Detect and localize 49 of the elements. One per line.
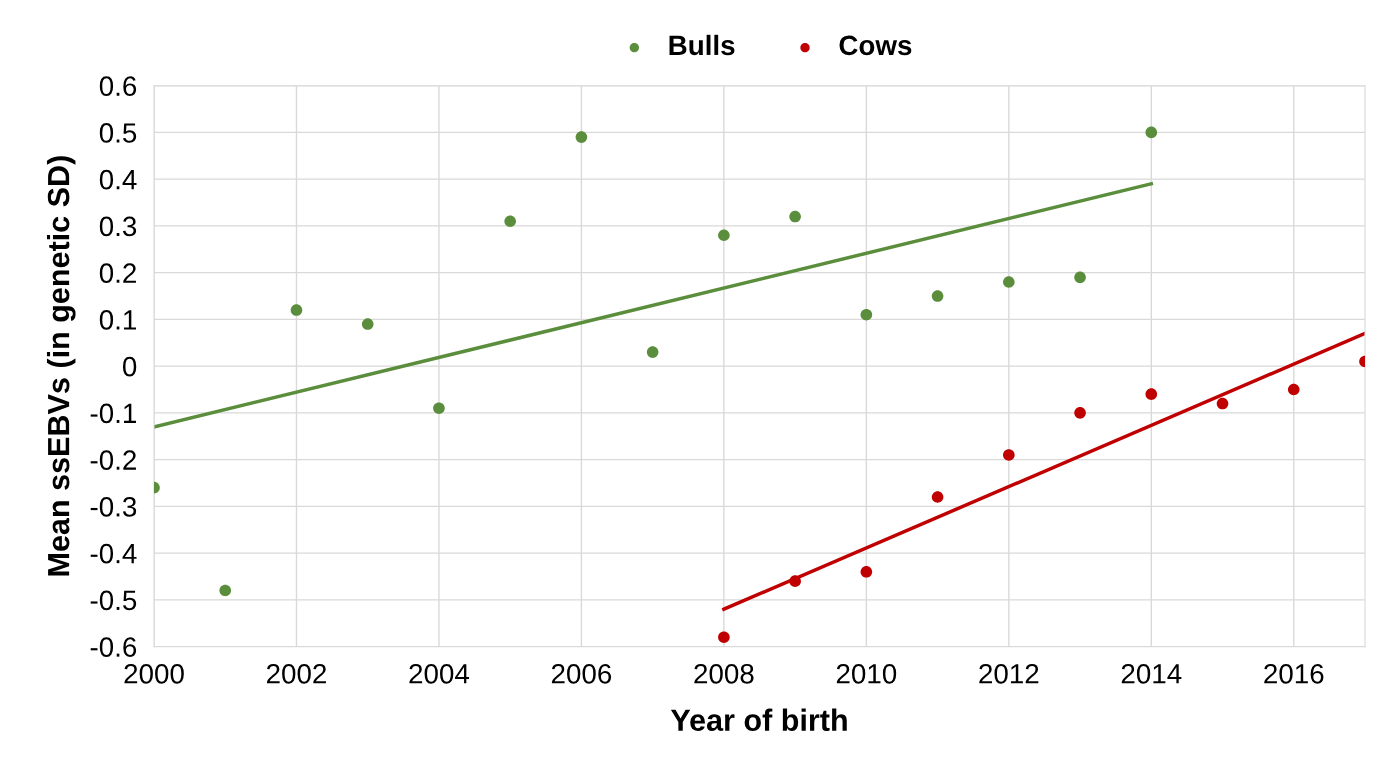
point — [1003, 276, 1015, 288]
point — [1145, 126, 1158, 139]
y-tick-label: 0 — [122, 356, 137, 377]
point — [361, 318, 374, 330]
point — [504, 215, 516, 228]
point — [789, 575, 801, 587]
y-tick-label: 0.6 — [99, 76, 137, 97]
point — [1074, 271, 1086, 284]
legend-label: Cows — [839, 35, 912, 56]
y-tick-label: 0.1 — [99, 310, 136, 330]
y-tick-label: -0.5 — [90, 590, 137, 611]
y-tick-label: -0.4 — [90, 543, 137, 564]
point — [1003, 449, 1015, 461]
y-tick-label: -0.2 — [90, 450, 136, 470]
y-tick-label: 0.5 — [99, 123, 137, 143]
x-tick-label: 2012 — [979, 663, 1039, 684]
point — [1287, 383, 1300, 396]
x-tick-label: 2004 — [409, 663, 470, 684]
y-tick-label: -0.6 — [90, 637, 137, 657]
y-tick-label: -0.1 — [90, 403, 136, 424]
point — [1216, 397, 1229, 410]
point — [433, 402, 445, 415]
y-tick-label: 0.4 — [99, 169, 137, 190]
x-tick-label: 2014 — [1121, 663, 1182, 684]
y-axis-title: Mean ssEBVs (in genetic SD) — [46, 156, 76, 576]
x-tick-label: 2016 — [1264, 663, 1324, 684]
point — [718, 229, 730, 242]
x-tick-label: 2008 — [694, 663, 754, 684]
point — [290, 304, 303, 316]
x-axis-title: Year of birth — [670, 708, 847, 732]
x-tick-label: 2006 — [551, 663, 612, 684]
point — [931, 491, 944, 503]
x-tick-label: 2010 — [836, 663, 897, 684]
point — [1074, 407, 1086, 419]
point — [860, 308, 873, 321]
x-tick-label: 2002 — [266, 663, 326, 684]
point — [789, 210, 801, 223]
point — [718, 631, 730, 644]
point — [931, 290, 944, 302]
point — [1145, 388, 1158, 400]
point — [575, 131, 588, 143]
y-tick-label: 0.3 — [99, 216, 137, 237]
x-tick-label: 2000 — [124, 663, 184, 684]
point — [646, 346, 659, 358]
y-tick-label: -0.3 — [90, 497, 137, 517]
y-tick-label: 0.2 — [99, 263, 136, 283]
legend-label: Bulls — [669, 34, 735, 56]
point — [860, 565, 873, 578]
point — [219, 584, 232, 597]
